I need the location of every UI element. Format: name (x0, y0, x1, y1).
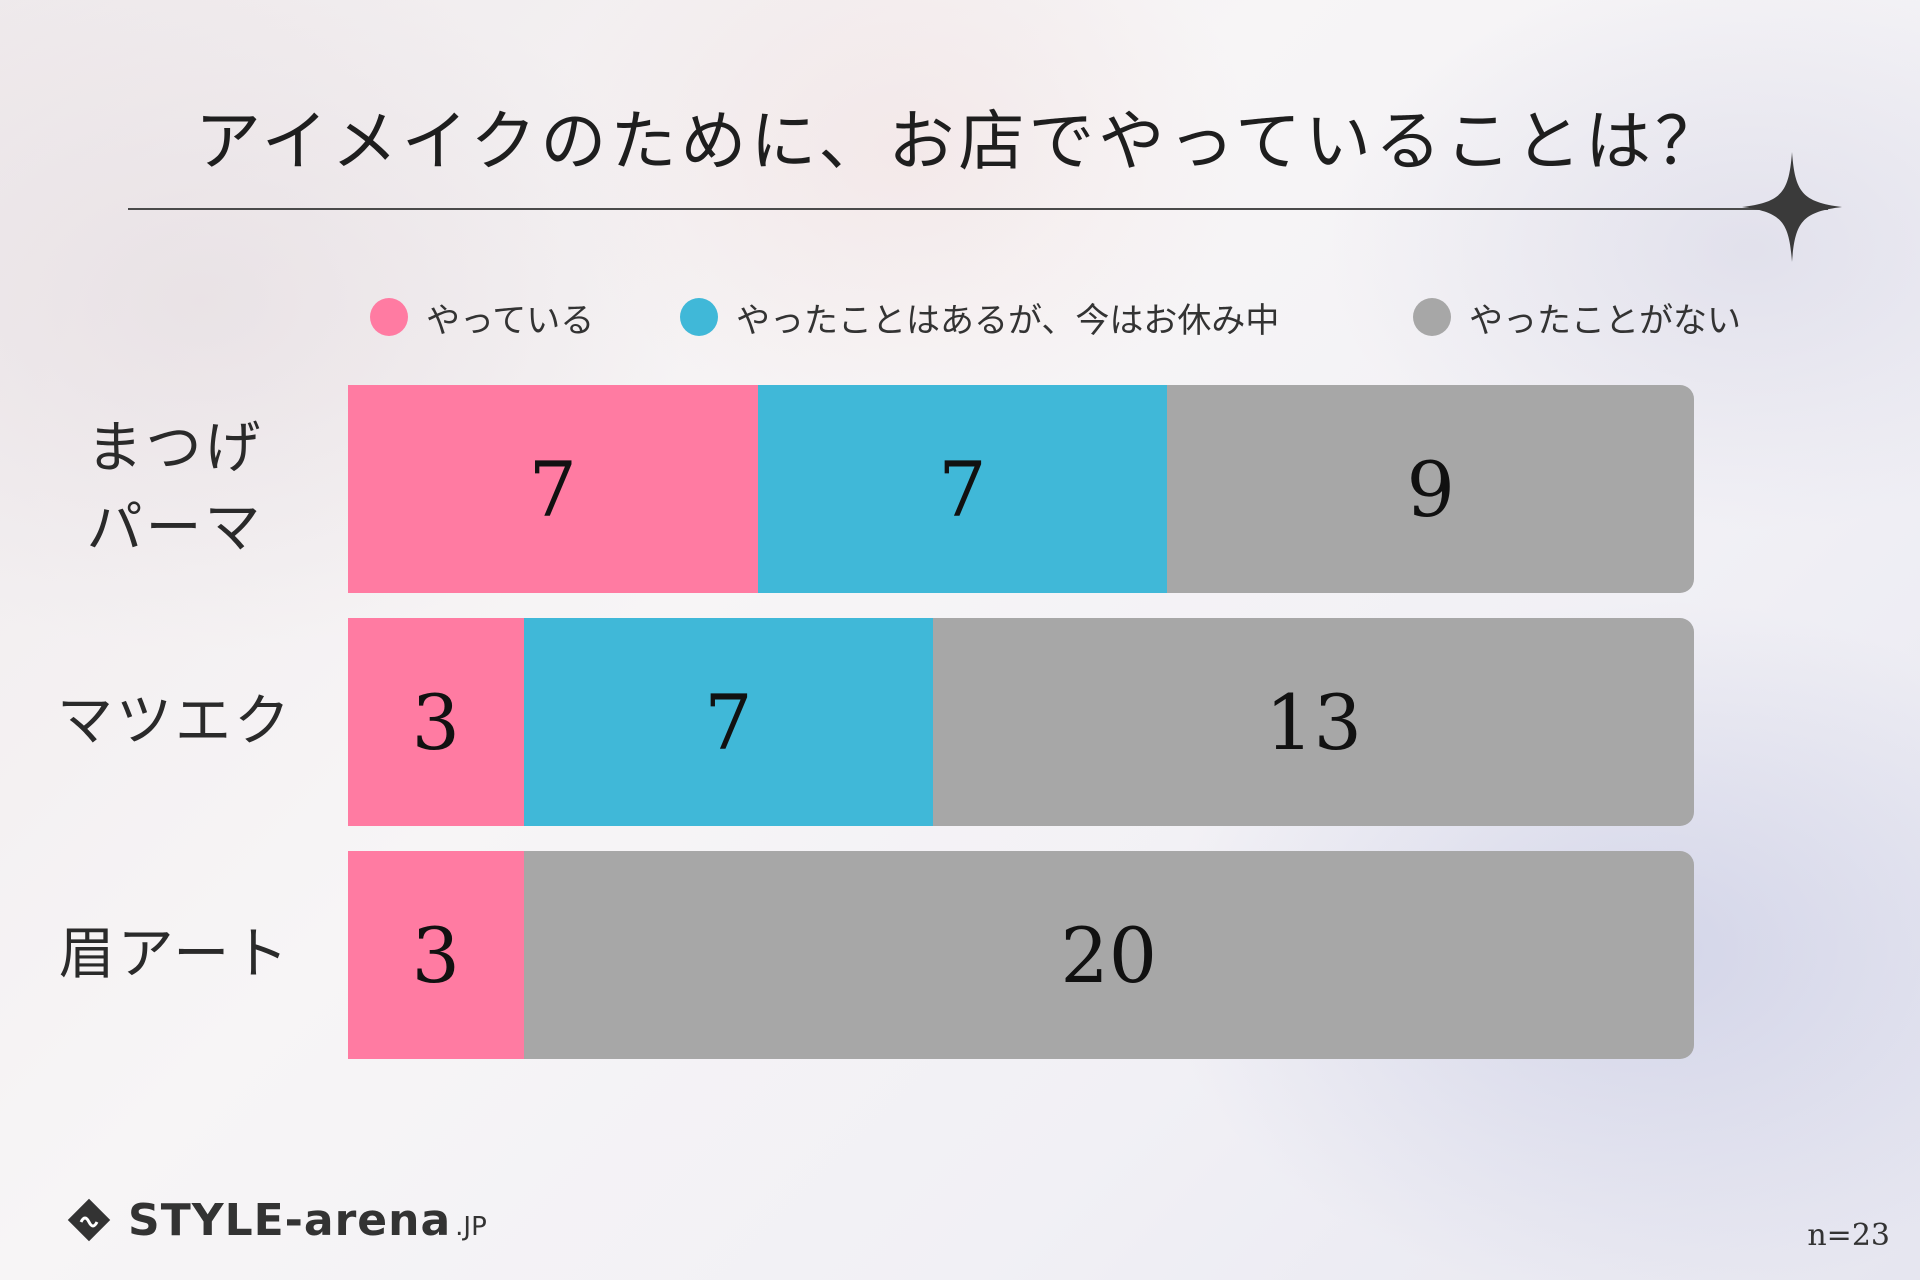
legend-label: やったことはあるが、今はお休み中 (736, 300, 1280, 341)
bar-segment (523, 851, 1694, 1059)
bar-value-label: 7 (938, 444, 987, 534)
bar-segment (348, 385, 759, 593)
bar-segment (757, 385, 1168, 593)
bar-value-label: 9 (1406, 444, 1455, 534)
page-title: アイメイクのために、お店でやっていることは？ (194, 103, 1726, 180)
category-label: マツエク (40, 682, 310, 762)
sparkle-icon (1742, 152, 1842, 262)
category-label: まつげ パーマ (40, 409, 310, 569)
brand-logo: STYLE-arena .JP (64, 1190, 487, 1250)
bar-value-label: 13 (1265, 677, 1362, 767)
sample-size-note: n=23 (1807, 1218, 1890, 1253)
bar-segment (348, 618, 525, 826)
legend-swatch (1413, 298, 1451, 336)
stacked-bar-plot: 7 7 9 3 7 13 3 20 (348, 385, 1694, 1060)
legend-swatch (370, 298, 408, 336)
bar-value-label: 20 (1060, 910, 1158, 1000)
legend-label: やっている (426, 300, 595, 341)
bar-row: 3 7 13 (348, 618, 1694, 826)
bar-value-label: 3 (411, 677, 460, 767)
category-label: 眉アート (40, 915, 310, 995)
logo-suffix: .JP (455, 1212, 487, 1242)
bar-value-label: 7 (704, 677, 753, 767)
legend-item: やっている (370, 292, 594, 342)
bar-value-label: 7 (528, 444, 577, 534)
chart-legend: やっている やったことはあるが、今はお休み中 やったことがない (0, 292, 1920, 342)
title-divider (128, 208, 1828, 210)
category-label-line: マツエク (57, 689, 293, 754)
legend-item: やったことはあるが、今はお休み中 (680, 292, 1279, 342)
category-label-line: 眉アート (58, 922, 292, 987)
category-label-line: まつげ (86, 416, 264, 481)
legend-swatch (680, 298, 718, 336)
legend-item: やったことがない (1413, 292, 1741, 342)
bar-segment (933, 618, 1694, 826)
bar-segment (523, 618, 934, 826)
bar-value-label: 3 (411, 910, 460, 1000)
bar-row: 3 20 (348, 851, 1694, 1059)
logo-text: STYLE-arena (128, 1194, 452, 1246)
bar-row: 7 7 9 (348, 385, 1694, 593)
category-label-line: パーマ (86, 496, 264, 561)
style-arena-logo-icon (67, 1198, 111, 1242)
legend-label: やったことがない (1469, 300, 1741, 341)
bar-segment (348, 851, 525, 1059)
bar-segment (1167, 385, 1694, 593)
